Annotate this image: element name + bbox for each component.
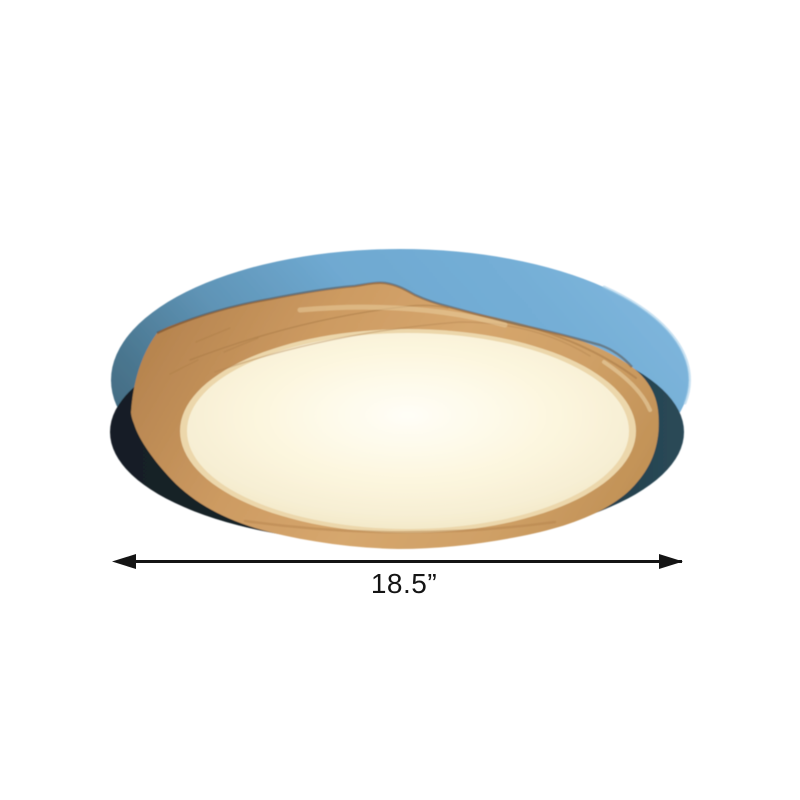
- dimension-line: [118, 560, 682, 563]
- grain-tick: [169, 359, 199, 375]
- ceiling-lamp: [110, 249, 691, 549]
- dimension-arrow-right-icon: [659, 554, 683, 569]
- grain-line: [479, 314, 637, 379]
- grain-highlight-right: [602, 360, 652, 412]
- dimension-annotation: 18.5”: [112, 554, 683, 599]
- dimension-label: 18.5”: [371, 568, 437, 599]
- lamp-diffuser: [187, 333, 629, 529]
- grain-highlight: [297, 304, 508, 328]
- rim-edge-highlight: [602, 285, 691, 405]
- wood-top-edge-shadow: [156, 281, 633, 368]
- dimension-arrow-left-icon: [112, 554, 136, 569]
- wood-grain-lines: [169, 304, 652, 534]
- grain-tick: [223, 337, 259, 353]
- grain-line-bottom: [243, 519, 557, 534]
- grain-line: [214, 321, 591, 373]
- grain-tick: [195, 327, 231, 343]
- grain-line: [189, 304, 449, 361]
